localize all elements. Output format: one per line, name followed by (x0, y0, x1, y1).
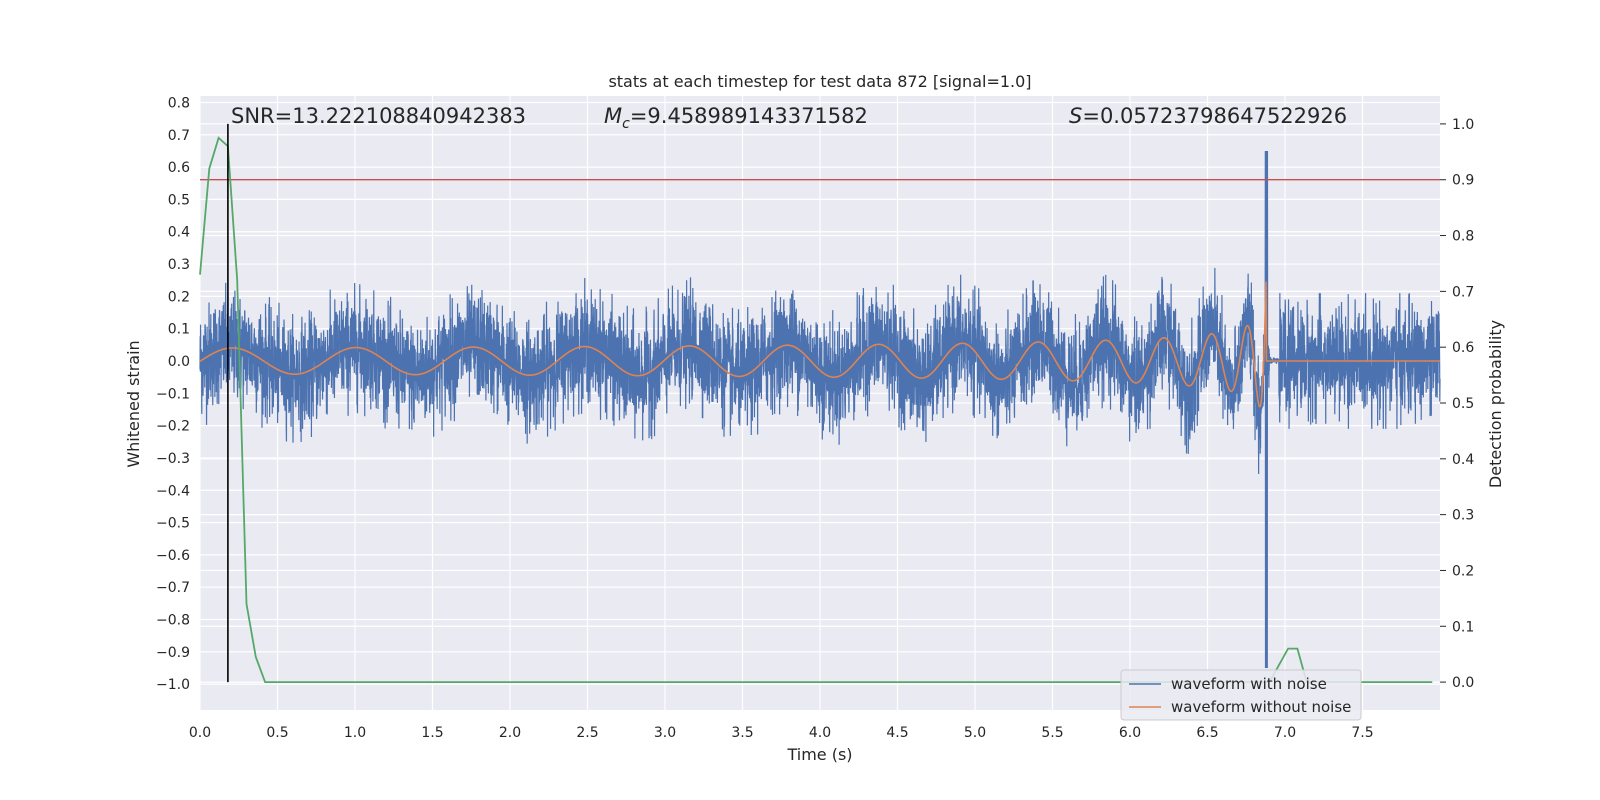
y-tick-label-right: 0.3 (1452, 508, 1474, 524)
legend: waveform with noise waveform without noi… (1120, 669, 1362, 721)
x-tick-label: 0.0 (189, 725, 211, 741)
s-value: =0.05723798647522926 (1082, 104, 1347, 128)
y-tick-label-left: −0.7 (156, 580, 190, 596)
x-tick-label: 3.5 (731, 725, 753, 741)
mc-subscript: c (622, 116, 630, 132)
s-symbol: S (1069, 104, 1082, 128)
mc-annotation: Mc=9.458989143371582 (604, 104, 868, 132)
y-tick-label-left: −0.3 (156, 451, 190, 467)
y-tick-label-right: 0.2 (1452, 563, 1474, 579)
y-tick-label-right: 0.7 (1452, 284, 1474, 300)
y-tick-label-right: 1.0 (1452, 117, 1474, 133)
y-tick-label-left: −1.0 (156, 677, 190, 693)
x-tick-label: 6.5 (1196, 725, 1218, 741)
y-tick-label-left: 0.8 (168, 95, 190, 111)
y-tick-label-left: −0.8 (156, 613, 190, 629)
y-tick-label-right: 0.9 (1452, 173, 1474, 189)
y-tick-label-right: 0.8 (1452, 229, 1474, 245)
x-tick-label: 4.5 (886, 725, 908, 741)
y-tick-label-left: 0.3 (168, 257, 190, 273)
y-tick-label-left: −0.5 (156, 516, 190, 532)
y-tick-label-left: −0.9 (156, 645, 190, 661)
x-tick-label: 4.0 (809, 725, 831, 741)
s-annotation: S=0.05723798647522926 (1069, 104, 1347, 128)
x-tick-label: 1.0 (344, 725, 366, 741)
y-tick-label-right: 0.6 (1452, 340, 1474, 356)
x-tick-label: 7.0 (1274, 725, 1296, 741)
series-detection-probability (199, 136, 1433, 683)
y-tick-label-left: −0.2 (156, 419, 190, 435)
legend-label-noise: waveform with noise (1171, 675, 1327, 693)
series-waveform-without-noise (199, 281, 1440, 408)
x-tick-label: 7.5 (1351, 725, 1373, 741)
y-tick-label-left: 0.7 (168, 128, 190, 144)
y-tick-label-left: 0.1 (168, 322, 190, 338)
y-tick-label-left: −0.6 (156, 548, 190, 564)
mc-value: =9.458989143371582 (630, 104, 868, 128)
y-tick-label-left: 0.5 (168, 192, 190, 208)
mc-symbol: M (604, 104, 622, 128)
y-tick-label-right: 0.0 (1452, 675, 1474, 691)
y-axis-label-left: Whitened strain (124, 340, 143, 467)
x-tick-label: 5.5 (1041, 725, 1063, 741)
y-tick-label-left: 0.2 (168, 289, 190, 305)
y-tick-label-right: 0.4 (1452, 452, 1474, 468)
x-axis-label: Time (s) (786, 745, 852, 764)
y-axis-label-right: Detection probability (1486, 320, 1505, 488)
y-tick-label-right: 0.5 (1452, 396, 1474, 412)
x-tick-label: 6.0 (1119, 725, 1141, 741)
y-tick-label-left: −0.4 (156, 483, 190, 499)
x-tick-label: 2.0 (499, 725, 521, 741)
legend-label-clean: waveform without noise (1171, 698, 1351, 716)
x-tick-label: 1.5 (421, 725, 443, 741)
x-tick-label: 3.0 (654, 725, 676, 741)
x-tick-label: 5.0 (964, 725, 986, 741)
snr-annotation: SNR=13.222108840942383 (231, 104, 526, 128)
y-tick-label-left: −0.1 (156, 386, 190, 402)
chart-title: stats at each timestep for test data 872… (608, 72, 1031, 91)
x-tick-label: 2.5 (576, 725, 598, 741)
series-layer (199, 123, 1441, 683)
legend-box (1120, 669, 1362, 721)
y-tick-label-left: 0.4 (168, 225, 190, 241)
axis-ticks: 0.0 0.5 1.0 1.5 2.0 2.5 3.0 3.5 4.0 4.5 5.0 5.5 6.0 6… (156, 95, 1474, 741)
x-tick-label: 0.5 (266, 725, 288, 741)
y-tick-label-left: 0.6 (168, 160, 190, 176)
y-tick-label-left: 0.0 (168, 354, 190, 370)
y-tick-label-right: 0.1 (1452, 619, 1474, 635)
